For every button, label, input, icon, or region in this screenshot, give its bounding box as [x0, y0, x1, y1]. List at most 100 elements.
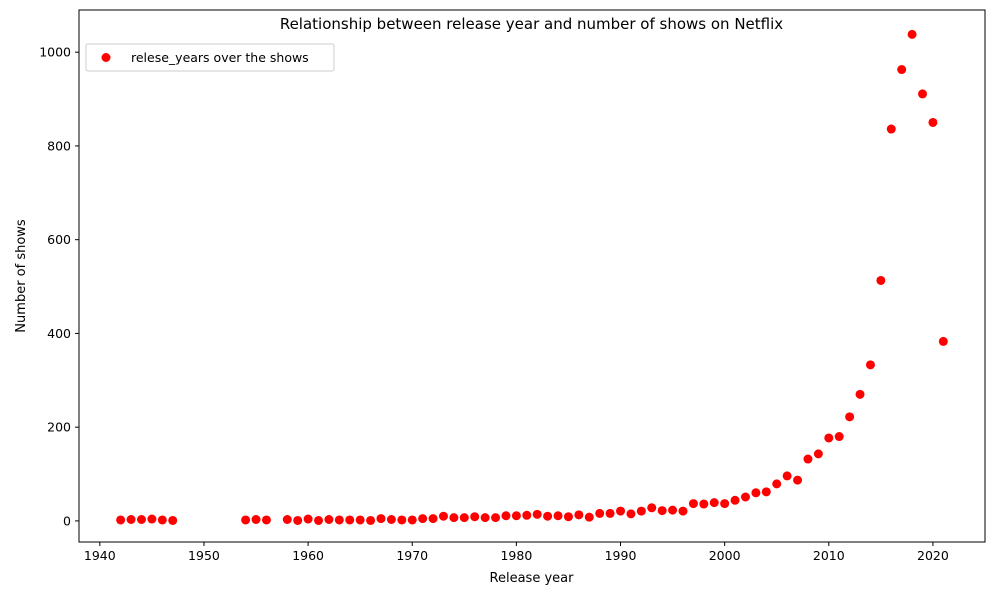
data-point	[418, 514, 428, 524]
data-point	[376, 514, 386, 524]
data-point	[928, 117, 938, 127]
legend-label: relese_years over the shows	[131, 50, 309, 65]
data-point	[813, 449, 823, 459]
data-point	[897, 65, 907, 75]
data-point	[293, 515, 303, 525]
data-point	[501, 511, 511, 521]
data-point	[261, 515, 271, 525]
data-point	[761, 487, 771, 497]
data-point	[876, 275, 886, 285]
x-tick-label: 1970	[396, 548, 428, 563]
data-point	[605, 508, 615, 518]
data-point	[314, 515, 324, 525]
x-tick-label: 2000	[709, 548, 741, 563]
x-tick-label: 1940	[84, 548, 116, 563]
data-point	[782, 471, 792, 481]
x-tick-label: 1950	[188, 548, 220, 563]
data-point	[366, 515, 376, 525]
x-tick-label: 2010	[813, 548, 845, 563]
data-point	[563, 512, 573, 522]
y-tick-label: 400	[47, 326, 71, 341]
y-tick-label: 0	[63, 513, 71, 528]
legend: relese_years over the shows	[85, 43, 335, 72]
data-point	[345, 515, 355, 525]
data-point	[688, 499, 698, 509]
y-axis-ticks: 0 200 400 600 800 1000	[39, 45, 79, 528]
data-point	[438, 511, 448, 521]
data-point	[511, 511, 521, 521]
x-axis-ticks: 1940 1950 1960 1970 1980 1990 2000 2010 2020	[84, 542, 949, 563]
data-point	[647, 503, 657, 513]
data-point	[865, 360, 875, 370]
data-point	[595, 508, 605, 518]
data-point	[772, 479, 782, 489]
data-point	[241, 515, 251, 525]
y-tick-label: 1000	[39, 45, 71, 60]
data-point	[470, 512, 480, 522]
y-axis-label: Number of shows	[14, 219, 29, 333]
data-point	[626, 509, 636, 519]
data-point	[855, 389, 865, 399]
data-point	[574, 510, 584, 520]
data-point	[532, 509, 542, 519]
y-tick-label: 200	[47, 420, 71, 435]
data-point	[678, 506, 688, 516]
data-point	[668, 505, 678, 515]
data-point	[751, 488, 761, 498]
y-tick-label: 800	[47, 138, 71, 153]
data-point	[324, 515, 334, 525]
x-tick-label: 1980	[500, 548, 532, 563]
data-point	[616, 506, 626, 516]
y-tick-label: 600	[47, 232, 71, 247]
data-point	[303, 514, 313, 524]
data-point	[491, 513, 501, 523]
data-point	[126, 515, 136, 525]
x-tick-label: 1960	[292, 548, 324, 563]
data-point	[522, 510, 532, 520]
data-point	[407, 515, 417, 525]
data-point	[699, 499, 709, 509]
x-axis-label: Release year	[490, 571, 575, 586]
data-point	[168, 515, 178, 525]
data-point	[636, 506, 646, 516]
data-point	[397, 515, 407, 525]
data-point	[282, 515, 292, 525]
data-point	[918, 89, 928, 99]
data-point	[251, 515, 261, 525]
chart-title: Relationship between release year and nu…	[280, 15, 783, 33]
data-point	[543, 511, 553, 521]
data-points	[116, 29, 948, 525]
x-tick-label: 2020	[917, 548, 949, 563]
data-point	[657, 506, 667, 516]
data-point	[793, 475, 803, 485]
data-point	[584, 512, 594, 522]
x-tick-label: 1990	[605, 548, 637, 563]
data-point	[834, 432, 844, 442]
legend-box	[85, 43, 335, 72]
data-point	[147, 514, 157, 524]
data-point	[938, 336, 948, 346]
data-point	[334, 515, 344, 525]
data-point	[730, 495, 740, 505]
data-point	[449, 513, 459, 523]
data-point	[553, 511, 563, 521]
data-point	[907, 29, 917, 39]
data-point	[803, 454, 813, 464]
data-point	[740, 492, 750, 502]
data-point	[355, 515, 365, 525]
data-point	[116, 515, 126, 525]
data-point	[386, 515, 396, 525]
data-point	[459, 513, 469, 523]
data-point	[886, 124, 896, 134]
data-point	[157, 515, 167, 525]
legend-marker	[101, 53, 111, 62]
data-point	[720, 499, 730, 509]
data-point	[428, 514, 438, 524]
data-point	[845, 412, 855, 422]
data-point	[824, 433, 834, 443]
data-point	[709, 498, 719, 508]
data-point	[136, 515, 146, 525]
plot-area-frame	[78, 9, 986, 543]
